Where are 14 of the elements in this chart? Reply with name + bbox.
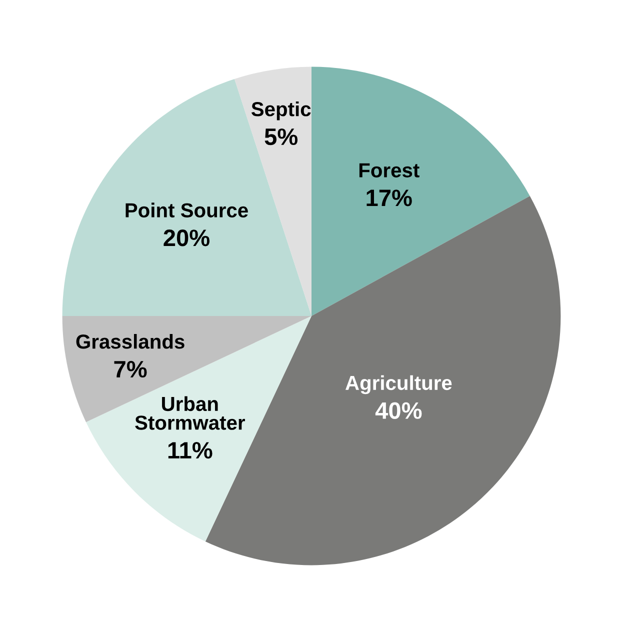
slice-label: Forest: [359, 163, 420, 178]
slice-label: Agriculture: [345, 375, 452, 394]
slice-label: Septic: [251, 102, 311, 120]
data-label: 7%: [114, 360, 147, 378]
data-label: 20%: [164, 230, 210, 246]
slice-label: Urban Stormwater: [135, 396, 246, 430]
pie-slice: [62, 78, 312, 316]
data-label: 11%: [168, 442, 212, 459]
slice-label: Grasslands: [76, 334, 184, 349]
data-label: 17%: [366, 190, 412, 206]
pie-slice: [312, 66, 530, 316]
data-label: 5%: [264, 128, 298, 146]
data-label: 40%: [375, 402, 422, 419]
slice-label: Point Source: [126, 202, 248, 218]
